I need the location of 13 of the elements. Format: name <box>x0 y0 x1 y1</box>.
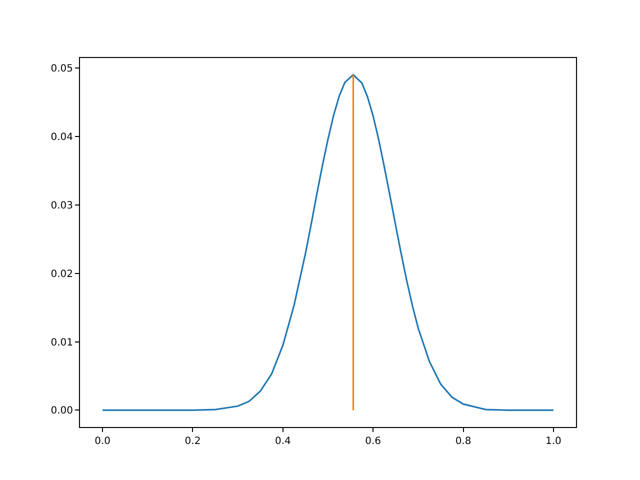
y-tick-label: 0.04 <box>50 132 73 143</box>
y-tick-label: 0.03 <box>50 200 73 212</box>
x-tick-label: 0.4 <box>274 436 291 447</box>
y-tick-label: 0.01 <box>50 337 73 348</box>
x-tick-label: 1.0 <box>545 436 562 447</box>
x-tick-label: 0.8 <box>455 436 472 447</box>
y-tick-label: 0.02 <box>50 268 73 280</box>
x-tick-label: 0.2 <box>184 436 201 447</box>
line-series <box>102 74 554 412</box>
x-tick-label: 0.0 <box>94 436 111 447</box>
x-tick-label: 0.6 <box>365 436 382 447</box>
y-tick-label: 0.05 <box>50 63 73 74</box>
y-tick-label: 0.00 <box>50 406 73 417</box>
